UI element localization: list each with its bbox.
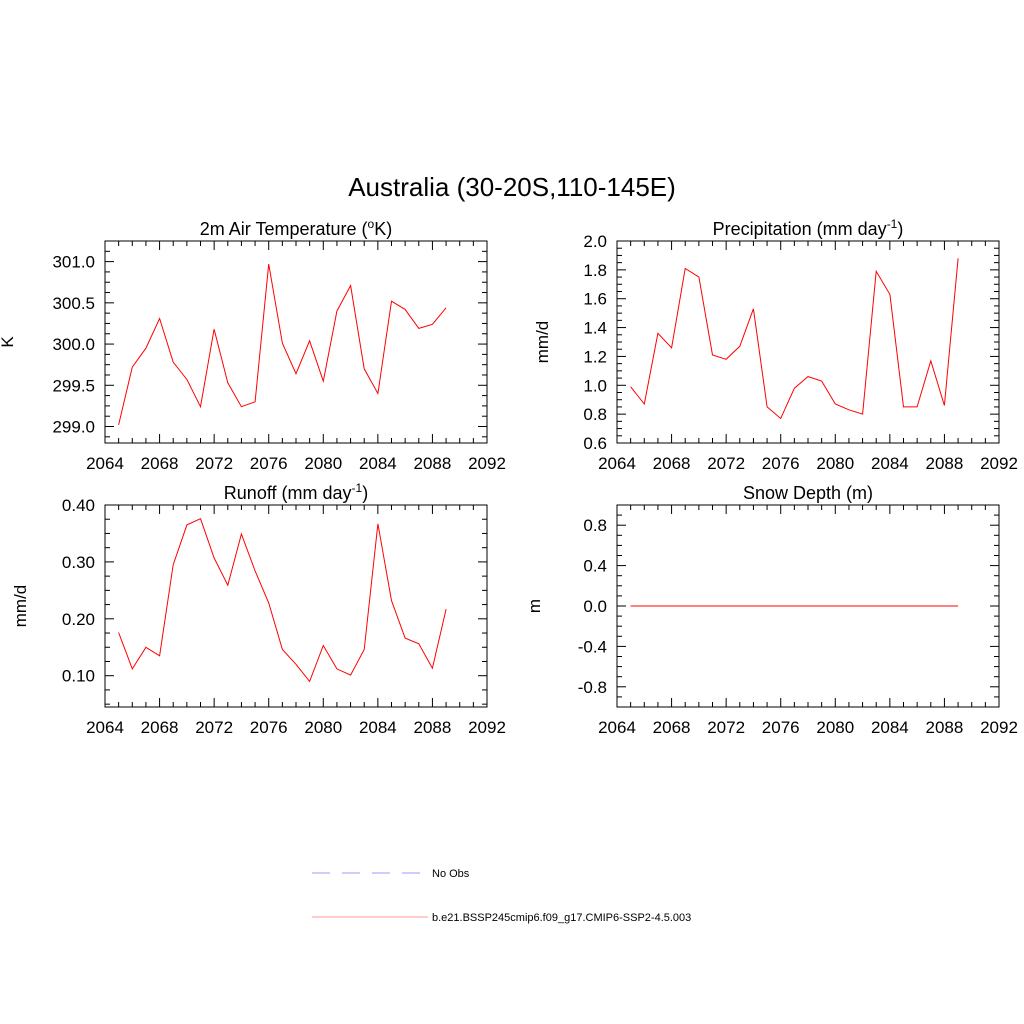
y-tick-label: 300.0	[52, 335, 95, 354]
y-axis-label: m	[525, 599, 544, 613]
x-tick-label: 2080	[304, 718, 342, 737]
x-tick-label: 2068	[141, 454, 179, 473]
x-tick-label: 2084	[359, 718, 397, 737]
series-line	[118, 518, 447, 683]
y-tick-label: 1.8	[583, 261, 607, 280]
legend: No Obs b.e21.BSSP245cmip6.f09_g17.CMIP6-S…	[312, 868, 691, 924]
panel-title-main: 2m Air Temperature (	[200, 219, 368, 239]
x-tick-label: 2084	[871, 718, 909, 737]
y-tick-label: 0.10	[62, 667, 95, 686]
x-tick-label: 2068	[653, 454, 691, 473]
y-tick-label: 299.0	[52, 418, 95, 437]
x-tick-label: 2076	[250, 454, 288, 473]
plot-frame	[104, 504, 488, 708]
y-tick-label: -0.4	[578, 637, 607, 656]
panel-title-end: )	[362, 483, 368, 503]
y-tick-label: 1.0	[583, 376, 607, 395]
panel-title-end: K)	[374, 219, 392, 239]
y-tick-label: 0.20	[62, 610, 95, 629]
panel-title: Runoff (mm day-1)	[224, 481, 368, 503]
x-tick-label: 2068	[141, 718, 179, 737]
x-tick-label: 2076	[762, 718, 800, 737]
panel-title-superscript: -1	[887, 217, 898, 231]
x-tick-label: 2064	[86, 454, 124, 473]
y-tick-label: 0.30	[62, 553, 95, 572]
y-tick-label: 0.8	[583, 405, 607, 424]
x-tick-label: 2072	[195, 718, 233, 737]
x-tick-label: 2088	[926, 454, 964, 473]
panel-2: 2064 2068 2072 2076 2080 2084 2088 2092 0.6 0.8 1.…	[533, 217, 1018, 473]
x-tick-label: 2064	[598, 454, 636, 473]
plot-frame	[616, 240, 1000, 444]
y-tick-label: 0.6	[583, 434, 607, 453]
y-tick-label: 301.0	[52, 253, 95, 272]
x-tick-label: 2092	[980, 454, 1018, 473]
x-tick-label: 2080	[304, 454, 342, 473]
x-tick-label: 2072	[707, 454, 745, 473]
y-axis-label: K	[0, 336, 17, 348]
panel-title-main: Runoff (mm day	[224, 483, 352, 503]
x-tick-label: 2080	[816, 718, 854, 737]
panel-title: 2m Air Temperature (oK)	[200, 217, 392, 239]
y-tick-label: 1.2	[583, 347, 607, 366]
legend-label: No Obs	[432, 868, 470, 880]
figure-title: Australia (30-20S,110-145E)	[348, 172, 676, 202]
x-tick-label: 2076	[762, 454, 800, 473]
panels: 2064 2068 2072 2076 2080 2084 2088 2092 299.0 299…	[0, 217, 1018, 737]
x-tick-label: 2064	[598, 718, 636, 737]
x-tick-label: 2084	[359, 454, 397, 473]
x-tick-label: 2064	[86, 718, 124, 737]
legend-label: b.e21.BSSP245cmip6.f09_g17.CMIP6-SSP2-4.…	[432, 912, 691, 924]
series-line	[630, 258, 959, 420]
y-tick-label: 299.5	[52, 376, 95, 395]
x-tick-label: 2068	[653, 718, 691, 737]
x-tick-label: 2072	[707, 718, 745, 737]
y-tick-label: 0.8	[583, 516, 607, 535]
y-tick-label: -0.8	[578, 678, 607, 697]
y-tick-label: 1.4	[583, 319, 607, 338]
plot-frame	[104, 240, 488, 444]
y-tick-label: 0.4	[583, 557, 607, 576]
x-tick-label: 2088	[414, 718, 452, 737]
panel-4: 2064 2068 2072 2076 2080 2084 2088 2092 -0.8 -0.4…	[525, 483, 1018, 737]
panel-title: Snow Depth (m)	[743, 483, 873, 503]
y-tick-label: 0.40	[62, 496, 95, 515]
x-tick-label: 2084	[871, 454, 909, 473]
x-tick-label: 2092	[980, 718, 1018, 737]
y-tick-label: 0.0	[583, 597, 607, 616]
panel-title-end: )	[897, 219, 903, 239]
x-tick-label: 2072	[195, 454, 233, 473]
y-axis-label: mm/d	[11, 585, 30, 628]
panel-title-main: Precipitation (mm day	[713, 219, 887, 239]
panel-title-main: Snow Depth (m)	[743, 483, 873, 503]
series-line	[118, 264, 447, 426]
y-tick-label: 2.0	[583, 232, 607, 251]
panel-title-superscript: -1	[352, 481, 363, 495]
x-tick-label: 2080	[816, 454, 854, 473]
panel-3: 2064 2068 2072 2076 2080 2084 2088 2092 0.10 0.20…	[11, 481, 506, 737]
x-tick-label: 2076	[250, 718, 288, 737]
y-tick-label: 1.6	[583, 290, 607, 309]
x-tick-label: 2092	[468, 718, 506, 737]
panel-1: 2064 2068 2072 2076 2080 2084 2088 2092 299.0 299…	[0, 217, 506, 473]
y-tick-label: 300.5	[52, 294, 95, 313]
panel-title: Precipitation (mm day-1)	[713, 217, 904, 239]
x-tick-label: 2092	[468, 454, 506, 473]
x-tick-label: 2088	[926, 718, 964, 737]
x-tick-label: 2088	[414, 454, 452, 473]
y-axis-label: mm/d	[533, 321, 552, 364]
panel-title-superscript: o	[368, 217, 375, 231]
